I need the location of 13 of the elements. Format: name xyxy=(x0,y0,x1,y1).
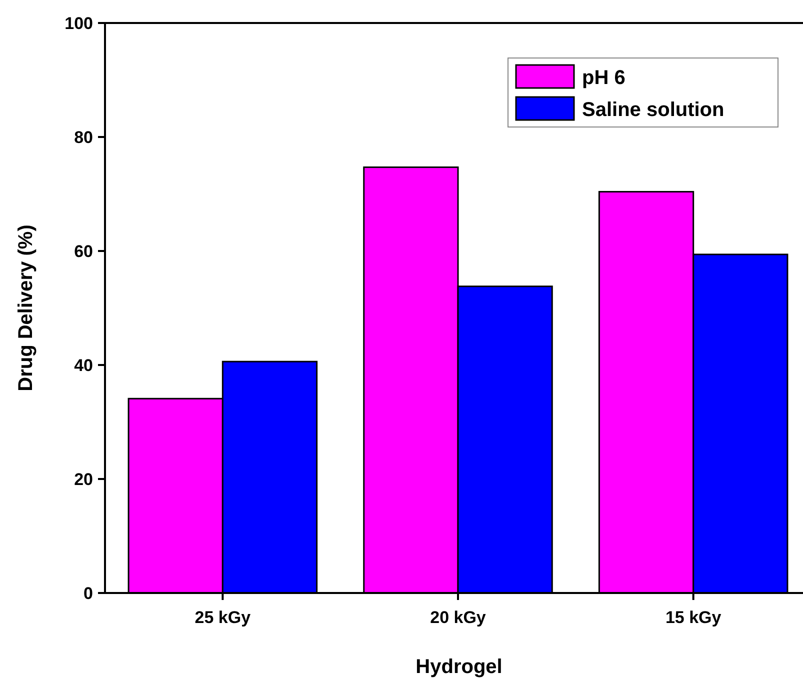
x-tick-label: 25 kGy xyxy=(194,608,252,627)
y-tick-label: 60 xyxy=(74,242,93,261)
y-tick-label: 40 xyxy=(74,356,93,375)
y-tick-label: 100 xyxy=(64,14,93,33)
y-tick-label: 0 xyxy=(84,584,93,603)
x-tick-label: 15 kGy xyxy=(665,608,722,627)
x-tick-label: 20 kGy xyxy=(430,608,486,627)
y-tick-label: 80 xyxy=(74,128,93,147)
x-axis-title: Hydrogel xyxy=(416,656,502,678)
y-tick-label: 20 xyxy=(74,470,93,489)
y-axis-title: Drug Delivery (%) xyxy=(15,224,37,392)
legend-label: Saline solution xyxy=(582,99,724,121)
legend-label: pH 6 xyxy=(582,67,626,89)
